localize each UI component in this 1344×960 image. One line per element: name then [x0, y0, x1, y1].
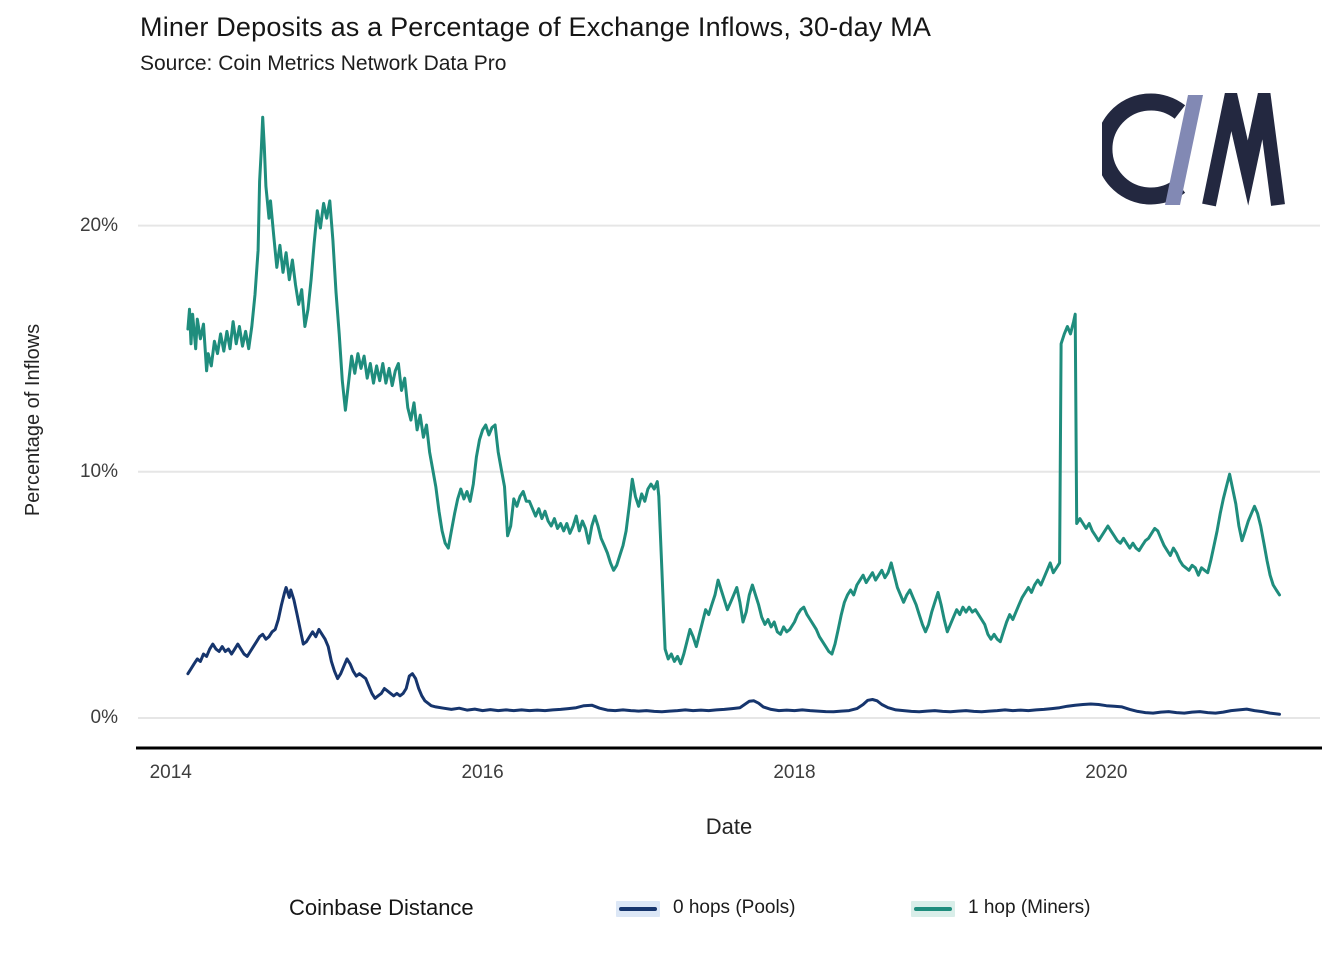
- coin-metrics-logo: [1102, 93, 1285, 207]
- logo-letter-m: [1202, 93, 1285, 207]
- x-tick-label: 2016: [461, 762, 504, 783]
- y-tick-label: 0%: [90, 707, 118, 728]
- series-lines: [186, 115, 1281, 716]
- legend-title: Coinbase Distance: [289, 895, 474, 920]
- legend-item-miners: 1 hop (Miners): [911, 893, 1091, 919]
- series-line-miners: [186, 115, 1281, 666]
- chart-subtitle: Source: Coin Metrics Network Data Pro: [140, 52, 507, 75]
- legend-label: 0 hops (Pools): [673, 897, 796, 918]
- legend-key-swatch: [911, 901, 955, 917]
- x-tick-label: 2018: [773, 762, 816, 783]
- x-tick-label: 2020: [1085, 762, 1128, 783]
- x-axis-title: Date: [705, 814, 753, 839]
- logo-letter-c: [1102, 93, 1186, 205]
- legend-key-line: [914, 907, 952, 911]
- legend-key-line: [619, 907, 657, 911]
- gridlines: [138, 224, 1320, 719]
- legend-label: 1 hop (Miners): [968, 897, 1091, 918]
- y-tick-label: 20%: [79, 214, 118, 236]
- series-line-pools: [186, 586, 1281, 716]
- legend-item-pools: 0 hops (Pools): [616, 893, 796, 919]
- y-tick-label: 10%: [79, 460, 118, 482]
- chart-title: Miner Deposits as a Percentage of Exchan…: [140, 12, 932, 42]
- logo-slash: [1165, 95, 1203, 205]
- x-tick-label: 2014: [149, 762, 192, 783]
- legend-key-swatch: [616, 901, 660, 917]
